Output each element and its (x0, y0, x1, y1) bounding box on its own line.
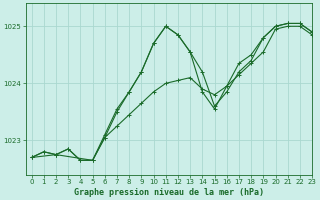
X-axis label: Graphe pression niveau de la mer (hPa): Graphe pression niveau de la mer (hPa) (74, 188, 264, 197)
